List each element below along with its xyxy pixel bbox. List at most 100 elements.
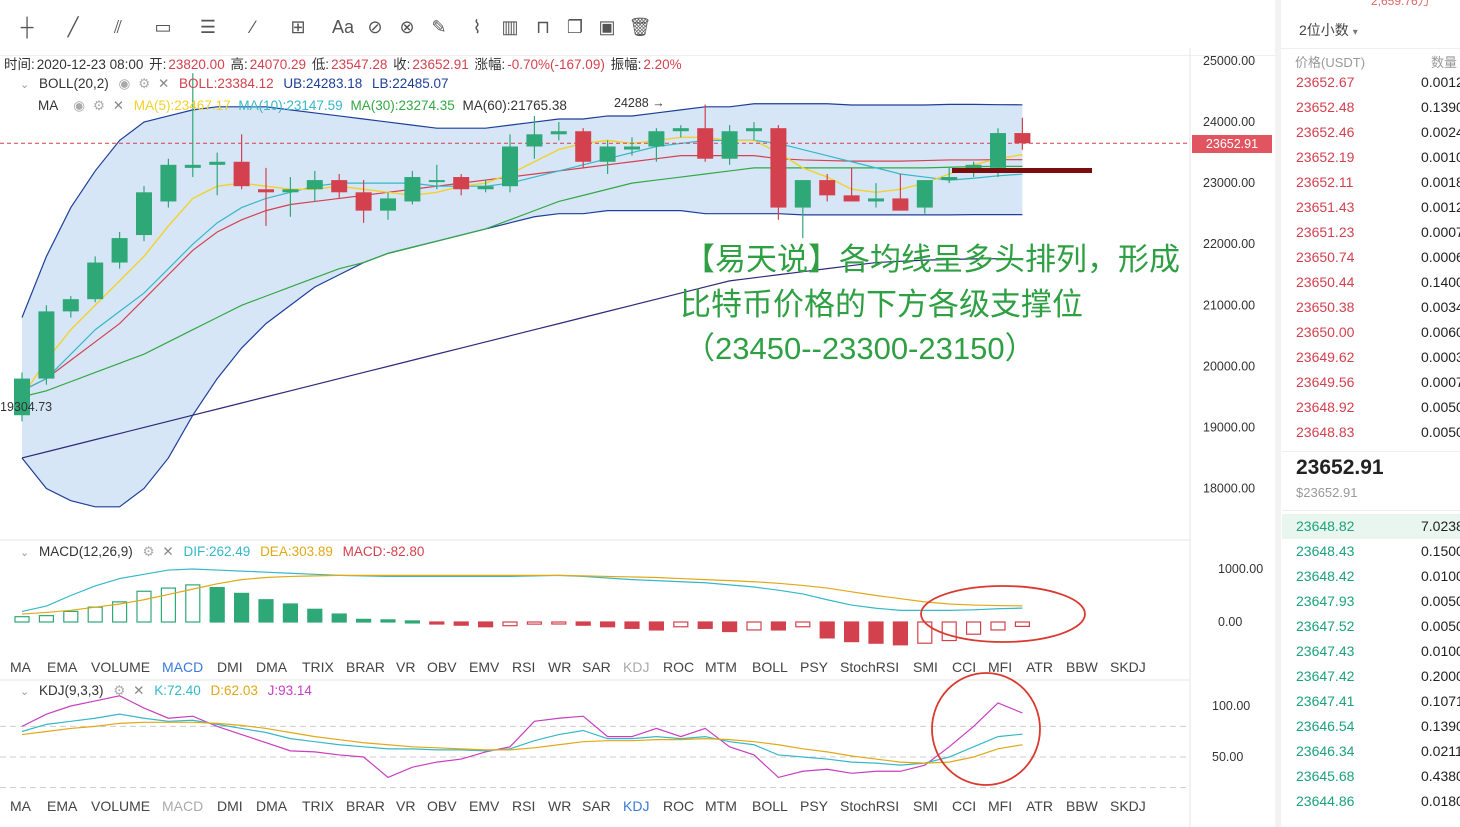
- tab-ma[interactable]: MA: [10, 798, 31, 814]
- tab-ema[interactable]: EMA: [47, 798, 78, 814]
- tab-vr[interactable]: VR: [396, 798, 416, 814]
- close-icon[interactable]: ✕: [157, 76, 170, 91]
- bid-row[interactable]: 23644.86 0.0180: [1282, 789, 1460, 814]
- ask-row[interactable]: 23652.46 0.0024: [1282, 120, 1460, 145]
- tab-smi[interactable]: SMI: [913, 659, 938, 675]
- ask-row[interactable]: 23650.44 0.1400: [1282, 270, 1460, 295]
- tab-bbw[interactable]: BBW: [1066, 798, 1098, 814]
- bid-row[interactable]: 23646.54 0.1390: [1282, 714, 1460, 739]
- ask-row[interactable]: 23651.43 0.0012: [1282, 195, 1460, 220]
- pencil-icon[interactable]: ⌇: [472, 17, 482, 37]
- tab-mfi[interactable]: MFI: [988, 798, 1013, 814]
- decimals-select[interactable]: 2位小数 ▾: [1299, 20, 1358, 40]
- ask-row[interactable]: 23652.11 0.0018: [1282, 170, 1460, 195]
- tab-mtm[interactable]: MTM: [705, 798, 737, 814]
- tab-bbw[interactable]: BBW: [1066, 659, 1098, 675]
- tab-dmi[interactable]: DMI: [217, 798, 243, 814]
- ask-row[interactable]: 23649.56 0.0007: [1282, 370, 1460, 395]
- tab-atr[interactable]: ATR: [1026, 659, 1053, 675]
- close-icon[interactable]: ✕: [112, 98, 125, 113]
- tab-roc[interactable]: ROC: [663, 659, 695, 675]
- ask-row[interactable]: 23650.00 0.0060: [1282, 320, 1460, 345]
- tab-volume[interactable]: VOLUME: [91, 798, 151, 814]
- settings-icon[interactable]: ⚙: [113, 683, 126, 698]
- bid-row[interactable]: 23647.52 0.0050: [1282, 614, 1460, 639]
- candlestick-chart[interactable]: 25000.00 24000.00 23000.00 22000.00 21000.00…: [0, 48, 1275, 827]
- tab-macd[interactable]: MACD: [162, 798, 204, 814]
- close-icon[interactable]: ✕: [133, 683, 145, 698]
- eye-icon[interactable]: ◉: [118, 76, 131, 91]
- text-icon[interactable]: Aa: [331, 17, 355, 37]
- tab-boll[interactable]: BOLL: [752, 659, 788, 675]
- rectangle-icon[interactable]: ▭: [154, 17, 172, 37]
- tab-wr[interactable]: WR: [548, 798, 572, 814]
- horizontal-lines-icon[interactable]: ☰: [199, 17, 217, 37]
- tab-dma[interactable]: DMA: [256, 659, 288, 675]
- tab-skdj[interactable]: SKDJ: [1110, 659, 1146, 675]
- tab-macd[interactable]: MACD: [162, 659, 204, 675]
- bid-row[interactable]: 23648.82 7.0238: [1282, 514, 1460, 539]
- bid-row[interactable]: 23647.41 0.1071: [1282, 689, 1460, 714]
- tab-kdj[interactable]: KDJ: [623, 798, 650, 814]
- ask-row[interactable]: 23651.23 0.0007: [1282, 220, 1460, 245]
- tab-boll[interactable]: BOLL: [752, 798, 788, 814]
- settings-icon[interactable]: ⚙: [142, 544, 155, 559]
- tab-mfi[interactable]: MFI: [988, 659, 1013, 675]
- tab-trix[interactable]: TRIX: [302, 659, 334, 675]
- tab-brar[interactable]: BRAR: [346, 659, 385, 675]
- ask-row[interactable]: 23650.38 0.0034: [1282, 295, 1460, 320]
- bid-row[interactable]: 23646.34 0.0211: [1282, 739, 1460, 764]
- bid-row[interactable]: 23647.43 0.0100: [1282, 639, 1460, 664]
- bid-row[interactable]: 23648.42 0.0100: [1282, 564, 1460, 589]
- eye-icon[interactable]: ◉: [73, 98, 86, 113]
- ask-row[interactable]: 23648.83 0.0050: [1282, 420, 1460, 445]
- tab-obv[interactable]: OBV: [427, 798, 457, 814]
- ask-row[interactable]: 23652.19 0.0010: [1282, 145, 1460, 170]
- tab-dmi[interactable]: DMI: [217, 659, 243, 675]
- measure-icon[interactable]: ⊞: [290, 17, 306, 37]
- collapse-icon[interactable]: ⌄: [20, 79, 30, 91]
- tab-emv[interactable]: EMV: [469, 798, 500, 814]
- settings-icon[interactable]: ⚙: [138, 76, 151, 91]
- bid-row[interactable]: 23648.43 0.1500: [1282, 539, 1460, 564]
- collapse-icon[interactable]: ⌄: [20, 547, 30, 559]
- tab-brar[interactable]: BRAR: [346, 798, 385, 814]
- bid-row[interactable]: 23647.42 0.2000: [1282, 664, 1460, 689]
- lock-icon[interactable]: ⊓: [535, 17, 551, 37]
- tab-rsi[interactable]: RSI: [512, 659, 536, 675]
- ask-row[interactable]: 23652.48 0.1390: [1282, 95, 1460, 120]
- ask-row[interactable]: 23652.67 0.0012: [1282, 70, 1460, 95]
- tab-volume[interactable]: VOLUME: [91, 659, 151, 675]
- tab-cci[interactable]: CCI: [952, 798, 977, 814]
- tab-mtm[interactable]: MTM: [705, 659, 737, 675]
- tab-skdj[interactable]: SKDJ: [1110, 798, 1146, 814]
- trend-line-icon[interactable]: ╱: [67, 17, 79, 37]
- settings-icon[interactable]: ⚙: [92, 98, 105, 113]
- tab-rsi[interactable]: RSI: [512, 798, 536, 814]
- tab-wr[interactable]: WR: [548, 659, 572, 675]
- tab-psy[interactable]: PSY: [800, 659, 829, 675]
- screenshot-icon[interactable]: ▣: [598, 17, 616, 37]
- ruler-icon[interactable]: ✎: [431, 17, 447, 37]
- ask-row[interactable]: 23649.62 0.0003: [1282, 345, 1460, 370]
- crosshair-icon[interactable]: ┼: [20, 17, 34, 37]
- ask-row[interactable]: 23648.92 0.0050: [1282, 395, 1460, 420]
- parallel-line-icon[interactable]: ⫽: [113, 17, 123, 37]
- tab-emv[interactable]: EMV: [469, 659, 500, 675]
- collapse-icon[interactable]: ⌄: [20, 686, 30, 698]
- tab-sar[interactable]: SAR: [582, 798, 611, 814]
- tab-smi[interactable]: SMI: [913, 798, 938, 814]
- tab-vr[interactable]: VR: [396, 659, 416, 675]
- tab-cci[interactable]: CCI: [952, 659, 977, 675]
- tab-atr[interactable]: ATR: [1026, 798, 1053, 814]
- tab-dma[interactable]: DMA: [256, 798, 288, 814]
- fib-icon[interactable]: ∕: [251, 17, 255, 37]
- tab-psy[interactable]: PSY: [800, 798, 829, 814]
- bid-row[interactable]: 23647.93 0.0050: [1282, 589, 1460, 614]
- trash-icon[interactable]: 🗑: [628, 17, 652, 37]
- pattern-icon[interactable]: ▥: [501, 17, 519, 37]
- tab-sar[interactable]: SAR: [582, 659, 611, 675]
- ask-row[interactable]: 23650.74 0.0006: [1282, 245, 1460, 270]
- tab-ma[interactable]: MA: [10, 659, 31, 675]
- tab-kdj[interactable]: KDJ: [623, 659, 650, 675]
